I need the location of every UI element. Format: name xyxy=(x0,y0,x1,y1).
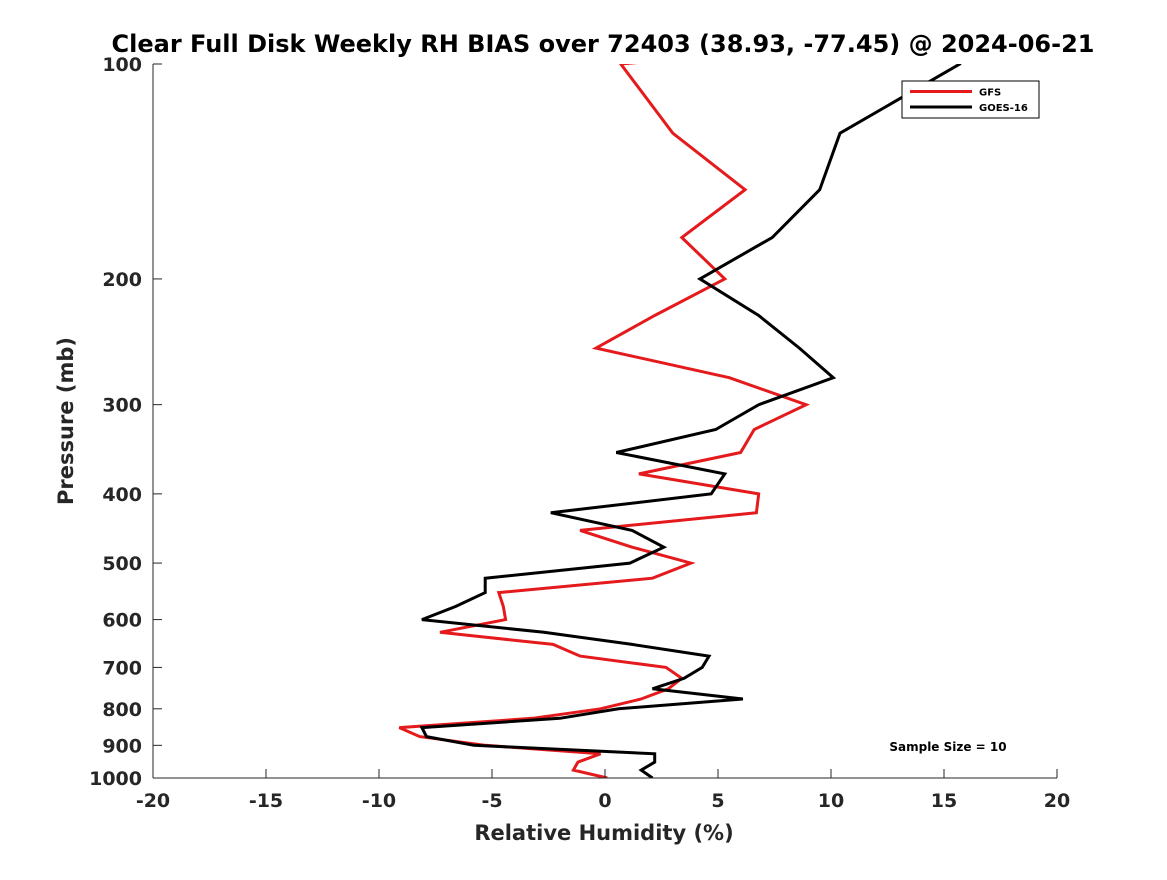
series-line-gfs xyxy=(398,64,811,778)
x-axis-label: Relative Humidity (%) xyxy=(474,821,733,845)
legend-label-goes-16: GOES-16 xyxy=(979,103,1028,114)
x-tick-label: 0 xyxy=(598,790,611,812)
chart-title: Clear Full Disk Weekly RH BIAS over 7240… xyxy=(112,30,1095,58)
x-tick-label: -5 xyxy=(481,790,502,812)
series-layer xyxy=(398,64,962,778)
x-tick-label: 10 xyxy=(818,790,844,812)
x-tick-label: -20 xyxy=(136,790,170,812)
x-tick-label: 5 xyxy=(711,790,724,812)
x-tick-label: -15 xyxy=(249,790,283,812)
y-tick-label: 900 xyxy=(102,735,142,757)
y-tick-label: 300 xyxy=(102,395,142,417)
x-tick-label: -10 xyxy=(362,790,396,812)
y-tick-label: 700 xyxy=(102,657,142,679)
x-tick-label: 20 xyxy=(1044,790,1070,812)
y-tick-label: 100 xyxy=(102,54,142,76)
legend-box xyxy=(901,80,1040,119)
sample-size-annotation: Sample Size = 10 xyxy=(889,740,1006,754)
y-tick-label: 500 xyxy=(102,553,142,575)
legend: GFS GOES-16 xyxy=(901,80,1040,119)
y-axis-label: Pressure (mb) xyxy=(54,337,78,505)
y-tick-label: 800 xyxy=(102,699,142,721)
x-ticks: -20 -15 -10 -5 0 5 10 15 20 xyxy=(136,769,1070,812)
y-tick-label: 600 xyxy=(102,610,142,632)
y-ticks: 100 200 300 400 500 600 700 800 900 1000 xyxy=(89,54,162,790)
legend-label-gfs: GFS xyxy=(979,88,1001,99)
y-tick-label: 200 xyxy=(102,269,142,291)
x-tick-label: 15 xyxy=(931,790,957,812)
series-line-goes-16 xyxy=(419,64,962,778)
plot-area xyxy=(153,64,1057,778)
y-tick-label: 1000 xyxy=(89,768,142,790)
y-tick-label: 400 xyxy=(102,484,142,506)
